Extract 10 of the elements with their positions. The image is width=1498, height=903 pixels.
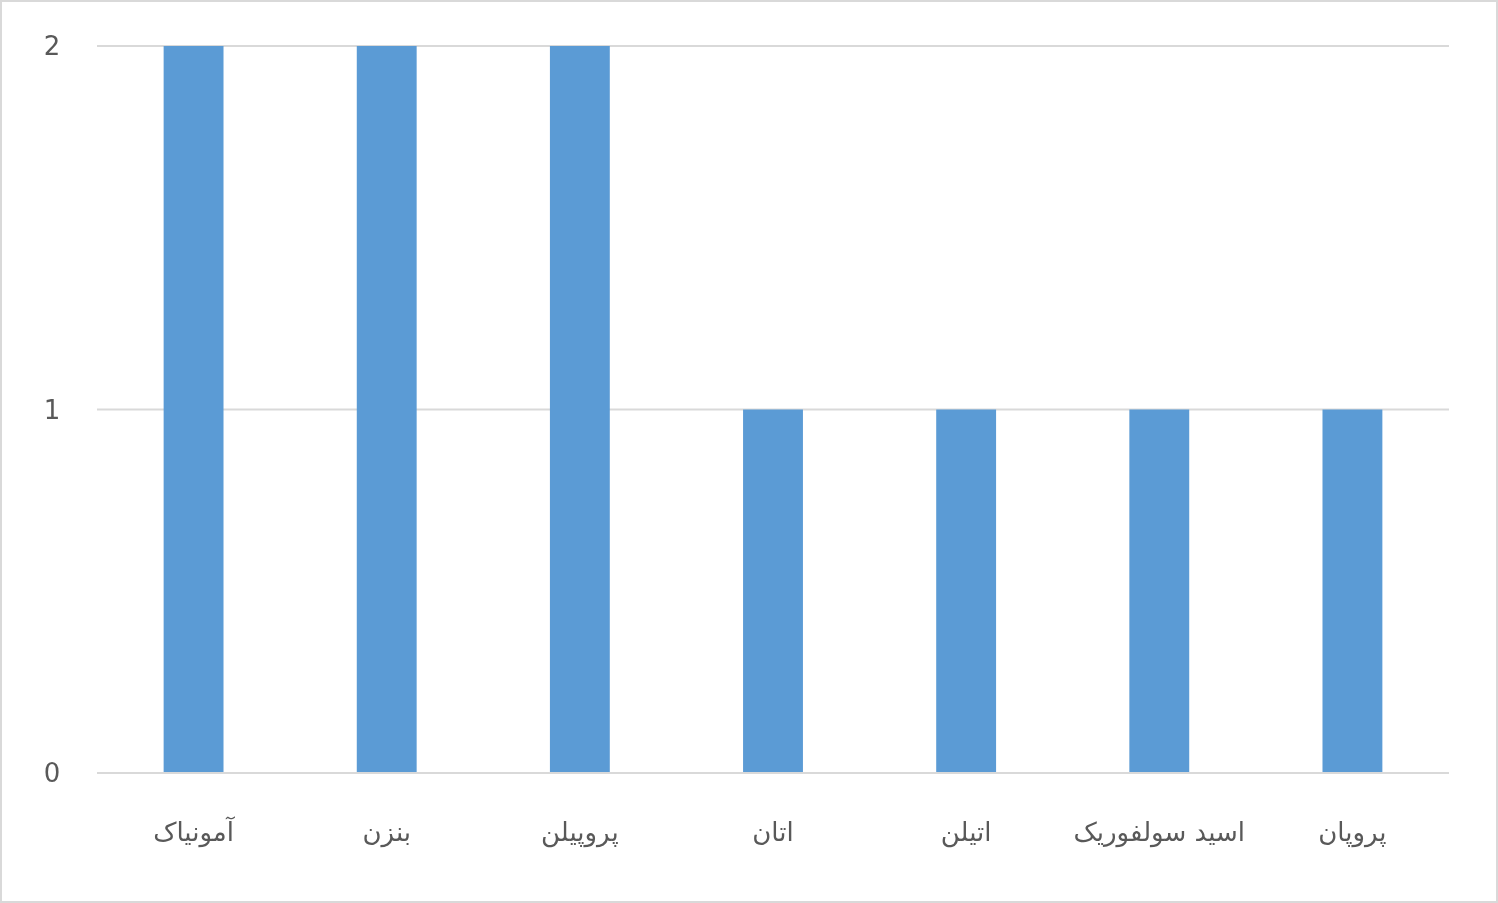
y-tick-label: 1 <box>43 394 61 425</box>
y-tick-label: 0 <box>43 758 61 789</box>
x-tick-label: پروپان <box>1318 817 1387 849</box>
x-tick-label: اسید سولفوریک <box>1073 817 1246 849</box>
y-tick-label: 2 <box>43 31 61 62</box>
x-tick-label: پروپیلن <box>541 817 619 849</box>
x-tick-label: اتان <box>752 817 794 848</box>
x-tick-label: بنزن <box>362 817 411 849</box>
x-tick-label: اتیلن <box>940 817 992 849</box>
x-tick-label: آمونیاک <box>153 816 236 849</box>
